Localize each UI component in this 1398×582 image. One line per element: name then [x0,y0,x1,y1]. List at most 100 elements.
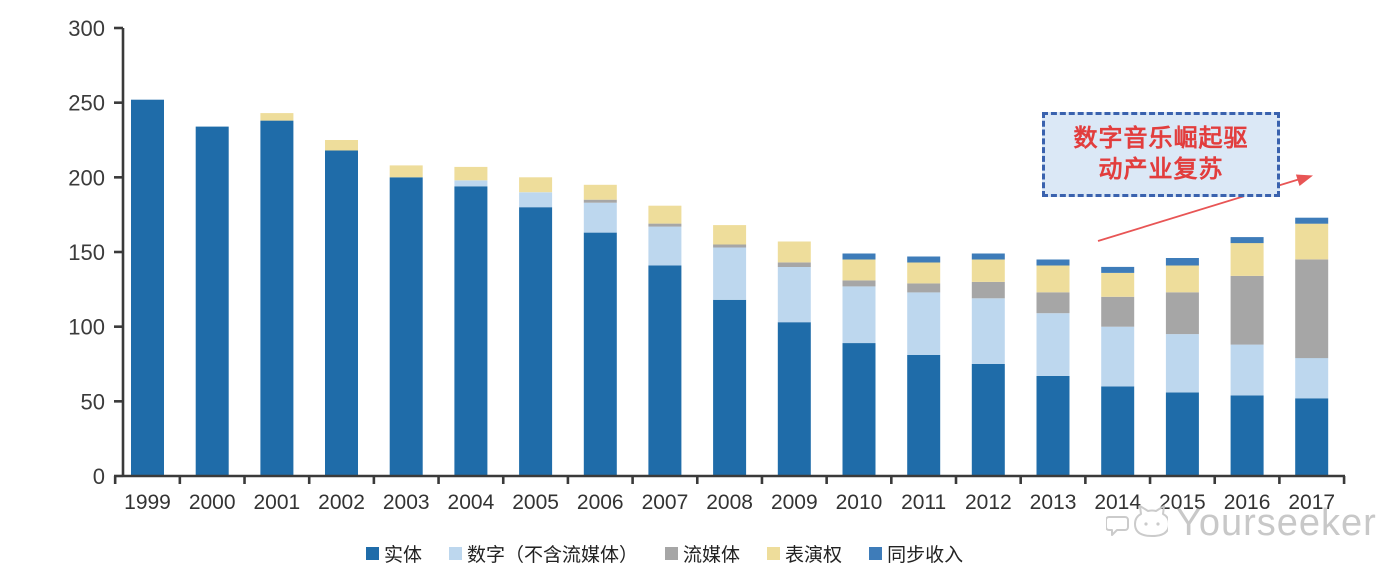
watermark-text: Yourseeker [1176,501,1377,544]
bar-segment-2012 [971,298,1005,364]
legend-label: 同步收入 [887,545,964,566]
yourseeker-logo-icon [1106,505,1168,537]
bar-segment-2001 [260,120,294,476]
bar-segment-2011 [907,355,941,476]
x-tick-label: 2010 [836,491,883,514]
x-tick-label: 2015 [1159,491,1206,514]
bar-segment-2008 [713,299,747,476]
bar-segment-2009 [777,322,811,476]
bar-segment-2000 [195,126,229,476]
bar-segment-2011 [907,292,941,355]
bar-segment-2004 [454,166,488,181]
bar-segment-2015 [1165,265,1199,293]
bar-segment-2007 [648,205,682,224]
bar-segment-2013 [1036,313,1070,376]
bar-segment-2006 [583,202,617,233]
bar-segment-2002 [325,140,358,151]
bar-segment-2016 [1230,275,1264,345]
bar-segment-2010 [842,253,876,260]
bar-segment-2014 [1101,296,1135,327]
bar-segment-2013 [1036,259,1070,266]
bar-segment-2014 [1101,386,1135,476]
bar-segment-2006 [583,184,617,200]
annotation-text-line2: 动产业复苏 [1098,156,1224,183]
y-tick-label: 150 [68,240,105,265]
y-tick-label: 50 [81,389,105,414]
bar-segment-2003 [389,165,423,178]
bar-segment-2004 [454,180,488,187]
bar-segment-2017 [1295,217,1329,224]
x-tick-label: 2012 [965,491,1012,514]
bar-segment-2011 [907,283,941,293]
legend-swatch-icon [449,547,463,560]
x-tick-label: 2007 [642,491,689,514]
x-tick-label: 2005 [512,491,559,514]
x-tick-label: 2017 [1288,491,1335,514]
chart-legend: 实体 数字（不含流媒体） 流媒体 表演权 同步收入 [366,540,963,567]
bar-segment-2012 [971,364,1005,476]
bar-segment-2005 [519,192,553,208]
legend-item: 数字（不含流媒体） [449,540,638,567]
legend-swatch-icon [869,547,883,560]
legend-swatch-icon [665,547,679,560]
legend-label: 实体 [384,545,423,566]
bar-segment-2008 [713,225,747,245]
bar-segment-2017 [1295,358,1329,399]
watermark: Yourseeker [1106,500,1377,546]
bar-segment-2004 [454,186,488,477]
bar-segment-2005 [519,177,553,193]
bar-segment-2003 [389,177,423,477]
legend-label: 表演权 [785,545,843,566]
y-axis-labels: 0 50 100 150 200 250 300 [68,16,105,489]
legend-swatch-icon [366,547,379,560]
x-tick-label: 2014 [1094,491,1141,514]
bar-segment-2006 [583,232,617,476]
bar-segment-2014 [1101,326,1135,387]
bar-segment-2006 [583,199,617,203]
legend-item: 同步收入 [869,540,963,567]
bar-segment-2012 [971,281,1005,299]
x-tick-label: 2003 [383,491,430,514]
bar-segment-2007 [648,223,682,227]
legend-item: 流媒体 [665,540,740,567]
x-tick-label: 2006 [577,491,624,514]
x-tick-label: 2013 [1030,491,1077,514]
legend-item: 表演权 [767,540,842,567]
y-tick-label: 300 [68,16,105,41]
legend-label: 流媒体 [683,545,741,566]
x-tick-label: 2000 [189,491,236,514]
bar-segment-2009 [777,262,811,267]
bar-segment-2013 [1036,292,1070,314]
bar-segment-2013 [1036,265,1070,293]
x-tick-label: 2009 [771,491,818,514]
bar-segment-2016 [1230,237,1264,244]
bar-segment-2007 [648,265,682,476]
bar-segment-2007 [648,226,682,266]
x-tick-label: 2002 [318,491,365,514]
y-tick-label: 100 [68,315,105,340]
bar-segment-2016 [1230,395,1264,476]
bar-segment-2010 [842,343,876,476]
bar-segment-2017 [1295,223,1329,260]
y-tick-label: 0 [93,464,105,489]
bar-segment-2008 [713,247,747,300]
x-tick-label: 2008 [706,491,753,514]
bar-segment-2017 [1295,398,1329,476]
x-tick-label: 2016 [1224,491,1271,514]
bar-segment-2011 [907,256,941,263]
bars-group [131,99,1329,477]
x-tick-label: 2011 [901,491,946,514]
x-tick-label: 2001 [254,491,301,514]
bar-segment-2010 [842,280,876,287]
bar-segment-2014 [1101,272,1135,297]
bar-segment-2016 [1230,243,1264,276]
bar-segment-2015 [1165,258,1199,266]
bar-segment-2008 [713,244,747,248]
bar-segment-2015 [1165,392,1199,476]
y-tick-label: 200 [68,165,105,190]
bar-segment-2012 [971,259,1005,282]
bar-segment-2009 [777,241,811,263]
bar-segment-2001 [260,113,294,121]
